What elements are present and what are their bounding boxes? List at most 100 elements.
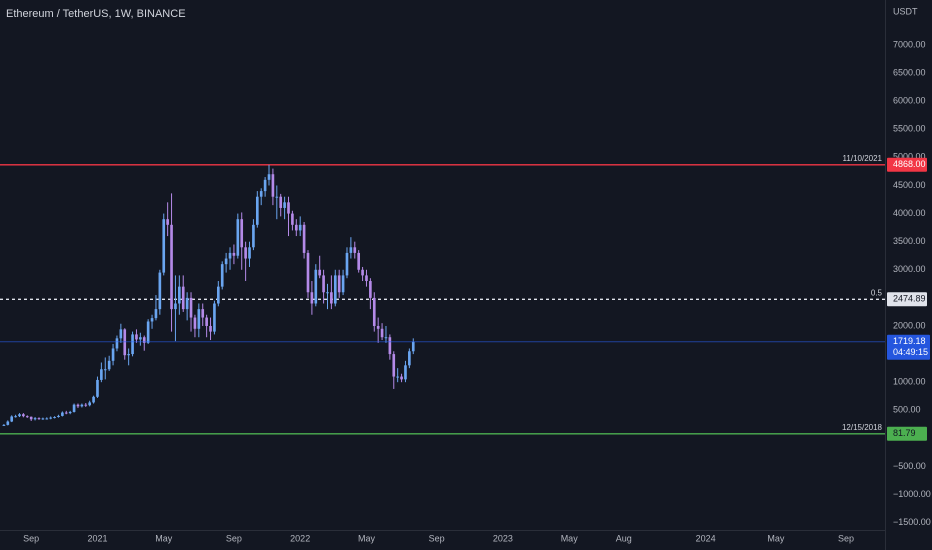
candle-body [236,219,240,256]
candle-body [10,416,14,422]
candle-body [6,421,10,425]
candle-body [291,213,294,225]
candle-body [240,219,244,248]
candle-body [37,418,41,420]
candle-body [248,247,251,259]
candle-body [88,402,91,406]
chart-title: Ethereum / TetherUS, 1W, BINANCE [6,8,186,20]
candle-body [396,376,399,378]
candle-body [267,174,271,180]
candle-body [64,412,68,414]
x-tick-label: 2023 [493,533,513,543]
x-tick-label: Sep [226,533,242,543]
level-date: 11/10/2021 [843,154,883,163]
candle-body [72,404,76,412]
candle-body [131,334,134,355]
candle-body [61,412,64,416]
candle-body [310,292,314,304]
candle-body [318,269,322,276]
price-label-box [887,334,930,360]
candle-body [127,354,130,356]
candle-body [209,325,212,332]
candle-body [294,224,298,231]
candle-body [14,416,17,418]
y-tick-label: 3000.00 [893,264,926,274]
level-label-box [887,292,927,307]
x-tick-label: Sep [23,533,39,543]
candle-body [49,417,53,419]
candle-body [166,219,169,225]
candle-body [2,424,6,426]
candle-body [96,379,99,397]
candle-body [22,414,25,417]
candle-body [201,309,205,318]
candle-body [178,286,181,304]
price-countdown: 04:49:15 [893,347,928,357]
x-tick-label: May [358,533,376,543]
x-tick-label: May [561,533,579,543]
candle-body [25,416,29,418]
candle-body [205,317,208,326]
candle-body [80,404,84,407]
candle-body [330,292,333,304]
level-label-box [887,157,927,172]
y-tick-label: 500.00 [893,405,921,415]
y-tick-label: −1000.00 [893,489,931,499]
candle-body [357,252,361,270]
y-tick-label: 4000.00 [893,208,926,218]
candle-body [259,191,263,197]
candle-body [283,202,286,208]
y-tick-label: 3500.00 [893,236,926,246]
y-tick-label: 5000.00 [893,152,926,162]
candle-body [306,252,310,293]
candle-body [408,351,411,366]
candle-body [33,418,37,420]
x-tick-label: 2022 [290,533,310,543]
candle-body [181,286,185,310]
y-tick-label: 6500.00 [893,67,926,77]
candle-body [170,224,173,310]
candle-body [275,196,279,198]
level-label: 81.79 [893,428,916,438]
candle-body [193,317,197,329]
candle-body [271,174,275,197]
candle-body [103,369,107,371]
candle-body [376,325,380,329]
candle-body [392,354,396,377]
candle-body [174,303,177,310]
candle-body [384,337,388,339]
candle-body [92,396,95,403]
y-tick-label: 7000.00 [893,39,926,49]
candle-body [322,275,325,293]
candle-body [135,334,138,340]
candle-body [119,329,123,339]
level-date: 12/15/2018 [842,423,883,432]
candle-body [84,404,88,406]
candle-body [189,297,193,318]
candle-body [53,417,56,419]
x-tick-label: Aug [616,533,632,543]
candle-body [228,252,232,259]
candle-body [57,415,60,418]
candle-body [380,328,384,338]
candle-body [333,275,337,304]
candle-body [326,292,329,294]
candle-body [365,275,368,282]
candle-body [279,196,283,208]
candle-body [158,272,162,310]
candle-body [353,247,357,253]
candle-body [185,297,189,310]
candle-body [302,224,306,253]
candle-body [41,418,45,420]
price-label: 1719.18 [893,336,926,346]
x-tick-label: May [155,533,173,543]
level-label: 2474.89 [893,294,926,304]
y-tick-label: 2000.00 [893,320,926,330]
candle-body [68,411,72,414]
candle-body [263,179,267,192]
candle-body [337,275,341,293]
y-tick-label: 4500.00 [893,180,926,190]
candle-body [142,337,146,343]
candle-body [404,365,407,380]
